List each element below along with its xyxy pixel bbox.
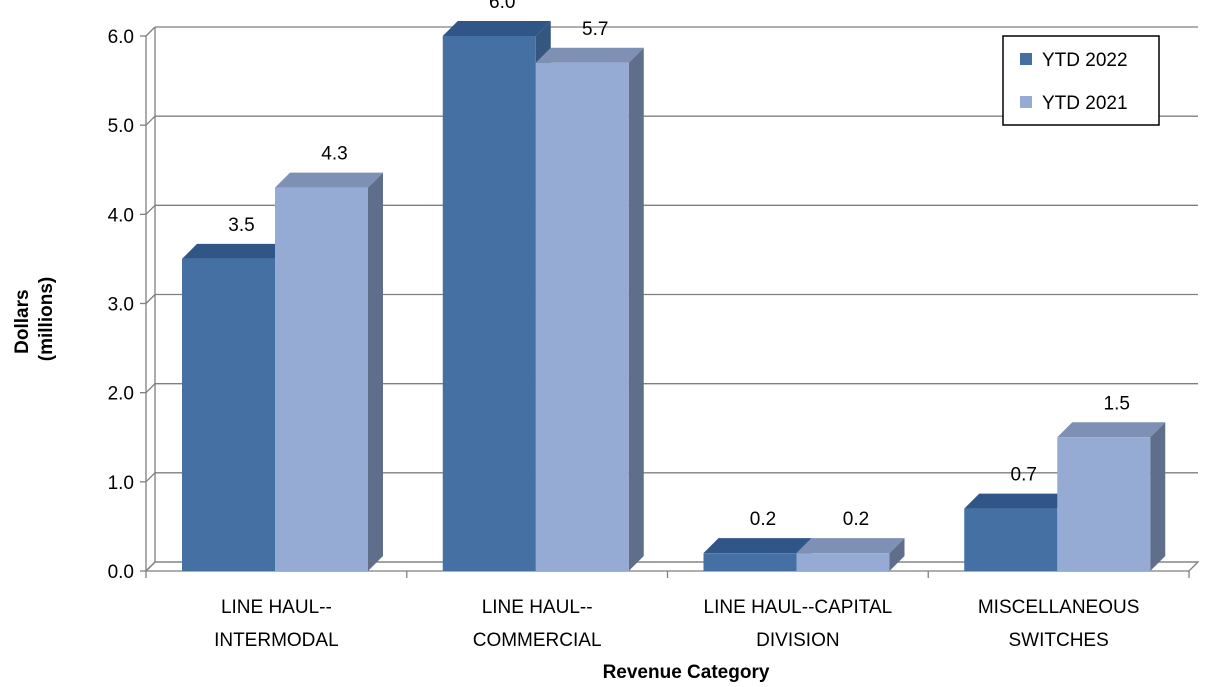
data-label: 6.0 bbox=[489, 0, 515, 13]
bar-ytd-2022 bbox=[703, 538, 812, 571]
gridline-depth bbox=[145, 472, 156, 483]
x-axis-categories: LINE HAUL-- INTERMODAL LINE HAUL-- COMMERCI… bbox=[214, 597, 1139, 651]
bar-front bbox=[703, 553, 797, 571]
y-tick-label: 0.0 bbox=[108, 562, 134, 583]
bar-top bbox=[182, 243, 290, 259]
legend-label-ytd-2022: YTD 2022 bbox=[1042, 50, 1128, 71]
x-category-label: LINE HAUL--CAPITAL bbox=[704, 597, 893, 618]
legend-swatch-ytd-2021 bbox=[1020, 96, 1032, 108]
bar-side bbox=[628, 47, 644, 571]
legend-label-ytd-2021: YTD 2021 bbox=[1042, 93, 1128, 114]
y-tick-label: 2.0 bbox=[108, 384, 134, 405]
bar-side bbox=[368, 172, 383, 572]
data-label: 0.7 bbox=[1011, 465, 1037, 486]
data-label: 1.5 bbox=[1104, 393, 1130, 414]
gridline-depth bbox=[145, 115, 156, 126]
bar-ytd-2021 bbox=[796, 538, 905, 571]
x-category-label: MISCELLANEOUS bbox=[978, 597, 1140, 618]
x-category-label: DIVISION bbox=[756, 630, 839, 651]
y-tick-label: 4.0 bbox=[108, 205, 134, 226]
bar-front bbox=[182, 258, 275, 571]
legend-swatch-ytd-2022 bbox=[1020, 53, 1032, 65]
x-category-label: SWITCHES bbox=[1008, 630, 1108, 651]
gridline-depth bbox=[145, 26, 156, 37]
x-category-label: INTERMODAL bbox=[214, 630, 339, 651]
bar-side bbox=[1150, 422, 1166, 571]
bar-ytd-2021 bbox=[1057, 422, 1166, 571]
bar-ytd-2022 bbox=[182, 243, 290, 571]
y-axis-title: Dollars (millions) bbox=[12, 277, 57, 361]
data-label: 0.2 bbox=[843, 509, 869, 530]
bar-side bbox=[889, 538, 905, 571]
x-category-label: LINE HAUL-- bbox=[482, 597, 593, 618]
bar-top bbox=[796, 538, 905, 554]
bar-front bbox=[442, 36, 536, 571]
bar-front bbox=[964, 508, 1058, 571]
y-axis-title-line-2: (millions) bbox=[36, 277, 57, 361]
data-label: 5.7 bbox=[582, 19, 608, 40]
y-tick-label: 1.0 bbox=[108, 473, 134, 494]
gridline-depth bbox=[145, 383, 156, 394]
y-axis-title-line-1: Dollars bbox=[12, 289, 33, 353]
bar-top bbox=[1057, 422, 1166, 438]
bar-top bbox=[703, 538, 812, 554]
bars bbox=[182, 21, 1166, 572]
legend-box bbox=[1002, 35, 1160, 126]
bar-ytd-2021 bbox=[535, 47, 644, 571]
bar-top bbox=[964, 493, 1073, 509]
gridline-depth bbox=[145, 204, 156, 215]
bar-front bbox=[535, 62, 629, 571]
y-tick-label: 3.0 bbox=[108, 295, 134, 316]
y-tick-label: 5.0 bbox=[108, 116, 134, 137]
x-category-label: LINE HAUL-- bbox=[221, 597, 332, 618]
y-tick-label: 6.0 bbox=[108, 27, 134, 48]
bar-ytd-2021 bbox=[275, 172, 383, 572]
bar-ytd-2022 bbox=[442, 21, 551, 571]
x-axis-title: Revenue Category bbox=[603, 662, 770, 683]
bar-ytd-2022 bbox=[964, 493, 1073, 571]
data-label: 3.5 bbox=[228, 215, 254, 236]
bar-top bbox=[535, 47, 644, 63]
bar-front bbox=[796, 553, 890, 571]
x-category-label: COMMERCIAL bbox=[473, 630, 602, 651]
bar-top bbox=[275, 172, 383, 188]
bar-front bbox=[275, 187, 368, 572]
data-labels: 3.5 4.3 6.0 5.7 0.2 0.2 0.7 1.5 bbox=[228, 0, 1130, 530]
legend: YTD 2022 YTD 2021 bbox=[1002, 35, 1160, 126]
bar-top bbox=[442, 21, 551, 36]
bar-front bbox=[1057, 437, 1151, 571]
gridline-depth bbox=[145, 294, 156, 304]
data-label: 4.3 bbox=[321, 144, 347, 165]
data-label: 0.2 bbox=[750, 509, 776, 530]
y-axis-ticks: 0.0 1.0 2.0 3.0 4.0 5.0 6.0 bbox=[108, 27, 146, 583]
